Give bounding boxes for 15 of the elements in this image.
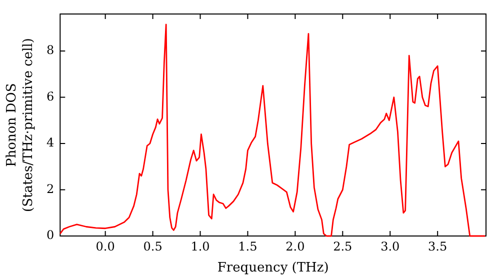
x-tick-label: 1.0 xyxy=(190,239,210,254)
x-tick-label: 2.0 xyxy=(286,239,305,254)
x-tick-label: 2.5 xyxy=(333,239,352,254)
y-tick-label: 8 xyxy=(46,43,54,58)
x-axis-title: Frequency (THz) xyxy=(217,260,329,276)
x-tick-label: 1.5 xyxy=(238,239,258,254)
x-tick-label: 0.0 xyxy=(96,239,115,254)
y-axis-title: Phonon DOS (States/THz·primitive cell) xyxy=(4,38,36,212)
y-tick-label: 2 xyxy=(46,182,54,196)
x-tick-label: 0.5 xyxy=(143,239,162,254)
x-tick-label: 3.0 xyxy=(380,239,400,254)
y-tick-label: 6 xyxy=(46,89,54,104)
x-tick-label: 3.5 xyxy=(428,239,448,254)
y-tick-label: 4 xyxy=(46,136,54,150)
y-tick-label: 0 xyxy=(46,228,54,242)
